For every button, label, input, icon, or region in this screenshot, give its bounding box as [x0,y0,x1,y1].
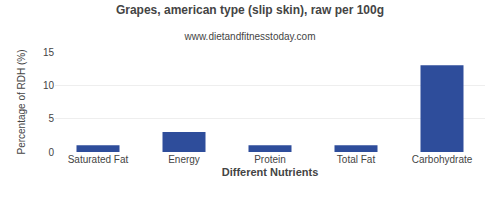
svg-text:0: 0 [48,147,54,158]
svg-text:www.dietandfitnesstoday.com: www.dietandfitnesstoday.com [184,31,316,42]
svg-text:Different Nutrients: Different Nutrients [222,166,319,178]
svg-text:Energy: Energy [168,154,200,165]
svg-text:Carbohydrate: Carbohydrate [412,154,473,165]
svg-text:Saturated Fat: Saturated Fat [68,154,129,165]
svg-text:5: 5 [48,113,54,124]
svg-text:Percentage of RDH (%): Percentage of RDH (%) [16,49,27,154]
svg-text:Protein: Protein [254,154,286,165]
svg-text:Total Fat: Total Fat [337,154,376,165]
svg-text:10: 10 [43,80,55,91]
svg-text:15: 15 [43,47,55,58]
svg-text:Grapes, american type (slip sk: Grapes, american type (slip skin), raw p… [116,3,384,17]
